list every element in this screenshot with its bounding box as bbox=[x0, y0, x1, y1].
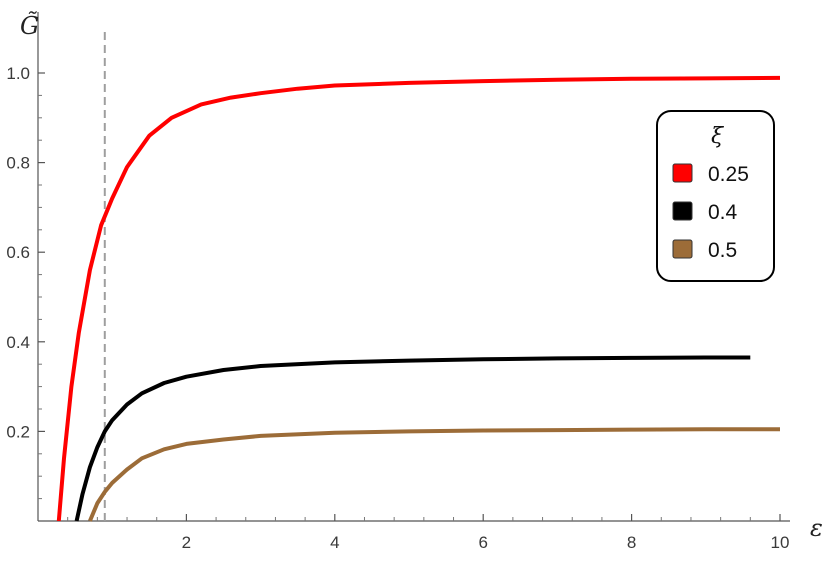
x-tick-label: 2 bbox=[182, 533, 191, 552]
y-tick-label: 1.0 bbox=[6, 64, 30, 83]
legend-swatch bbox=[672, 201, 693, 221]
legend-label: 0.4 bbox=[708, 201, 738, 224]
series-line-0.4 bbox=[74, 355, 751, 522]
x-axis-label: ε bbox=[810, 514, 823, 542]
y-tick-label: 0.4 bbox=[6, 333, 30, 352]
legend-label: 0.25 bbox=[708, 163, 749, 186]
y-tick-label: 0.2 bbox=[6, 422, 30, 441]
y-tick-label: 0.8 bbox=[6, 154, 30, 173]
series-line-0.25 bbox=[56, 75, 781, 522]
legend-title: ξ bbox=[711, 124, 725, 149]
x-tick-label: 8 bbox=[627, 533, 636, 552]
legend-swatch bbox=[672, 163, 693, 183]
y-axis-label: G̃ bbox=[20, 12, 39, 40]
x-tick-label: 10 bbox=[771, 533, 790, 552]
x-tick-label: 4 bbox=[330, 533, 339, 552]
x-tick-label: 6 bbox=[478, 533, 487, 552]
legend-label: 0.5 bbox=[708, 239, 737, 262]
legend: ξ 0.25 0.4 0.5 bbox=[656, 110, 775, 282]
y-tick-label: 0.6 bbox=[6, 243, 30, 262]
legend-box bbox=[656, 110, 775, 282]
legend-swatch bbox=[672, 239, 693, 259]
series-line-0.5 bbox=[88, 427, 780, 522]
